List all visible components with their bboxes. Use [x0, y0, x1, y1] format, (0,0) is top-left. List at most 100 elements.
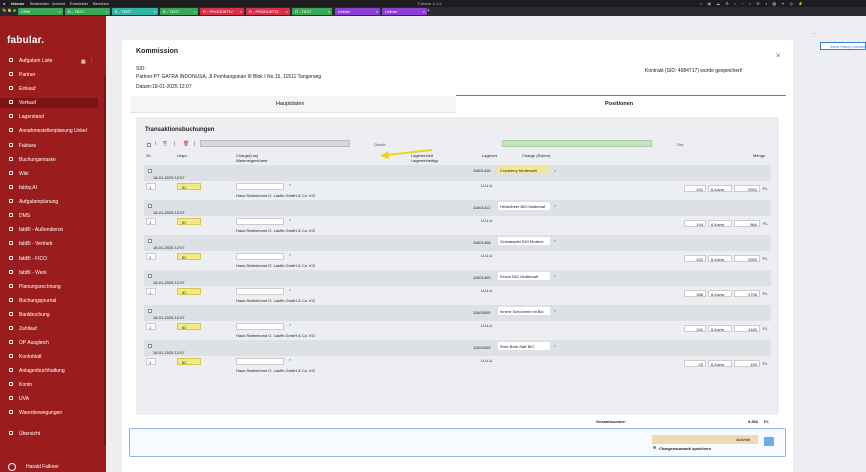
- info-icon[interactable]: i: [155, 141, 157, 147]
- close-tab-icon[interactable]: ×: [105, 9, 108, 14]
- row-checkbox[interactable]: [148, 344, 152, 348]
- search-icon[interactable]: ⌕: [554, 308, 557, 313]
- row-unit-select[interactable]: 6-Karto: [708, 185, 732, 192]
- sidebar-item-fabbi-außendienst[interactable]: fabBI - Außendienst: [0, 225, 98, 235]
- tab-8[interactable]: Leitner ×: [382, 8, 427, 15]
- tab-2[interactable]: B - TEST ×: [112, 8, 158, 15]
- close-tab-icon[interactable]: ×: [239, 9, 242, 14]
- row-unit-select[interactable]: 6-Karto: [708, 220, 732, 227]
- minimize-window-icon[interactable]: [8, 9, 11, 12]
- row-checkbox[interactable]: [148, 274, 152, 278]
- menu-benutzer[interactable]: Benutzer: [93, 1, 110, 6]
- search-icon[interactable]: ⌕: [289, 182, 292, 187]
- tab-positionen[interactable]: Positionen: [456, 95, 786, 113]
- delete-icon[interactable]: 🗑: [183, 141, 190, 147]
- link-icon[interactable]: ⇲: [775, 53, 781, 59]
- search-icon[interactable]: ⌕: [554, 203, 557, 208]
- row-charge-input[interactable]: [236, 288, 284, 295]
- search-icon[interactable]: ⌕: [289, 322, 292, 327]
- chargen-save-label[interactable]: Chargenauswahl speichern: [659, 446, 712, 451]
- tab-hauptdaten[interactable]: Hauptdaten: [130, 96, 456, 113]
- quelle-input[interactable]: [200, 140, 350, 147]
- close-tab-icon[interactable]: ×: [327, 9, 330, 14]
- row-qty-input[interactable]: 288: [684, 290, 706, 297]
- row-charge-input[interactable]: [236, 358, 284, 365]
- row-total[interactable]: 150: [734, 360, 760, 367]
- sidebar-item-fabbi-werk[interactable]: fabBI - Werk: [0, 268, 98, 278]
- tab-3[interactable]: B - TEST ×: [160, 8, 198, 15]
- search-icon[interactable]: ⌕: [289, 217, 292, 222]
- row-ursp-select[interactable]: ID: [177, 183, 201, 190]
- sidebar-scrollbar[interactable]: [104, 76, 106, 446]
- search-icon[interactable]: ⌕: [554, 238, 557, 243]
- chargen-radio[interactable]: [653, 446, 656, 449]
- user-name[interactable]: Harald Falkner: [26, 464, 59, 470]
- row-qty-input[interactable]: 432: [684, 185, 706, 192]
- row-gr-input[interactable]: 1: [146, 288, 156, 295]
- row-unit-select[interactable]: 6-Karto: [708, 290, 732, 297]
- new-tab-icon[interactable]: +: [427, 8, 430, 14]
- row-total[interactable]: 2592: [734, 185, 760, 192]
- sidebar-item-zahllauf[interactable]: Zahllauf: [0, 324, 98, 334]
- row-gr-input[interactable]: 1: [146, 253, 156, 260]
- row-product-field[interactable]: Rote-Bete-Saft BIO: [498, 342, 550, 350]
- row-checkbox[interactable]: [148, 169, 152, 173]
- sidebar-item-op-ausgleich[interactable]: OP Ausgleich: [0, 338, 98, 348]
- sidebar-item-fabbi-fico[interactable]: fabBI - FICO: [0, 254, 98, 264]
- row-total[interactable]: 1728: [734, 290, 760, 297]
- row-total[interactable]: 864: [734, 220, 760, 227]
- row-unit-select[interactable]: 6-Karto: [708, 255, 732, 262]
- search-icon[interactable]: ⌕: [289, 287, 292, 292]
- sidebar-item-faktura[interactable]: Faktura: [0, 141, 98, 151]
- close-tab-icon[interactable]: ×: [285, 9, 288, 14]
- save-icon-button[interactable]: [764, 437, 774, 446]
- sidebar-item-fabby-ai[interactable]: fabby.AI: [0, 183, 98, 193]
- row-product-field[interactable]: Kirsch BIO Muttersaft: [498, 272, 550, 280]
- row-gr-input[interactable]: 1: [146, 183, 156, 190]
- sidebar-item-bankbuchung[interactable]: Bankbuchung: [0, 310, 98, 320]
- row-ursp-select[interactable]: ID: [177, 358, 201, 365]
- sidebar-item-dms[interactable]: DMS: [0, 211, 98, 221]
- row-ursp-select[interactable]: ID: [177, 323, 201, 330]
- row-total[interactable]: 1440: [734, 325, 760, 332]
- menu-entwickler[interactable]: Entwickler: [70, 1, 89, 6]
- row-qty-input[interactable]: 432: [684, 255, 706, 262]
- close-window-icon[interactable]: [3, 9, 6, 12]
- tab-0[interactable]: CRM ×: [18, 8, 63, 15]
- row-charge-input[interactable]: [236, 253, 284, 260]
- maximize-window-icon[interactable]: [13, 9, 16, 12]
- row-gr-input[interactable]: 1: [146, 323, 156, 330]
- list-grid-icon[interactable]: ▦: [81, 59, 86, 65]
- row-charge-input[interactable]: [236, 183, 284, 190]
- tab-7[interactable]: Leitner ×: [335, 8, 380, 15]
- row-gr-input[interactable]: 1: [146, 218, 156, 225]
- row-qty-input[interactable]: 25: [684, 360, 706, 367]
- row-qty-input[interactable]: 144: [684, 220, 706, 227]
- sidebar-item-verkauf[interactable]: Verkauf: [0, 98, 98, 108]
- row-charge-input[interactable]: [236, 323, 284, 330]
- row-unit-select[interactable]: 6-Karto: [708, 360, 732, 367]
- sidebar-item-warenbewegungen[interactable]: Warenbewegungen: [0, 408, 98, 418]
- row-qty-input[interactable]: 240: [684, 325, 706, 332]
- row-ursp-select[interactable]: ID: [177, 253, 201, 260]
- search-icon[interactable]: ⌕: [289, 357, 292, 362]
- row-unit-select[interactable]: 6-Karto: [708, 325, 732, 332]
- sidebar-item-planungsrechnung[interactable]: Planungsrechnung: [0, 282, 98, 292]
- sidebar-item-uva[interactable]: UVA: [0, 394, 98, 404]
- aktivitaet-field[interactable]: Aktivität: [652, 435, 758, 444]
- row-product-field[interactable]: Cranberry Muttersaft: [498, 166, 550, 174]
- close-tab-icon[interactable]: ×: [193, 9, 196, 14]
- apple-icon[interactable]: ●: [3, 1, 6, 6]
- tab-6[interactable]: R - TEST ×: [292, 8, 332, 15]
- row-checkbox[interactable]: [148, 239, 152, 243]
- row-product-field[interactable]: Granatapfel BIO Mutters: [498, 237, 550, 245]
- sidebar-item-aufgaben-liste[interactable]: Aufgaben Liste: [0, 56, 98, 66]
- menu-app[interactable]: fabular: [11, 1, 25, 6]
- row-ursp-select[interactable]: ID: [177, 288, 201, 295]
- sidebar-item-fabbi-vertrieb[interactable]: fabBI - Vertrieb: [0, 239, 98, 249]
- tab-1[interactable]: B - TEST ×: [65, 8, 110, 15]
- tab-4[interactable]: R - PRODUKTIV ×: [200, 8, 244, 15]
- row-gr-input[interactable]: 1: [146, 358, 156, 365]
- row-charge-input[interactable]: [236, 218, 284, 225]
- sidebar-item-aufgabenplanung[interactable]: Aufgabenplanung: [0, 197, 98, 207]
